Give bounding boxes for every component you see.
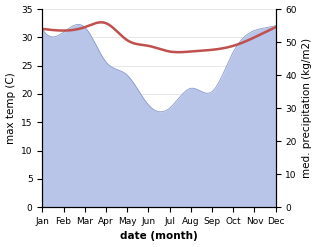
Y-axis label: max temp (C): max temp (C) (5, 72, 16, 144)
X-axis label: date (month): date (month) (120, 231, 198, 242)
Y-axis label: med. precipitation (kg/m2): med. precipitation (kg/m2) (302, 38, 313, 178)
